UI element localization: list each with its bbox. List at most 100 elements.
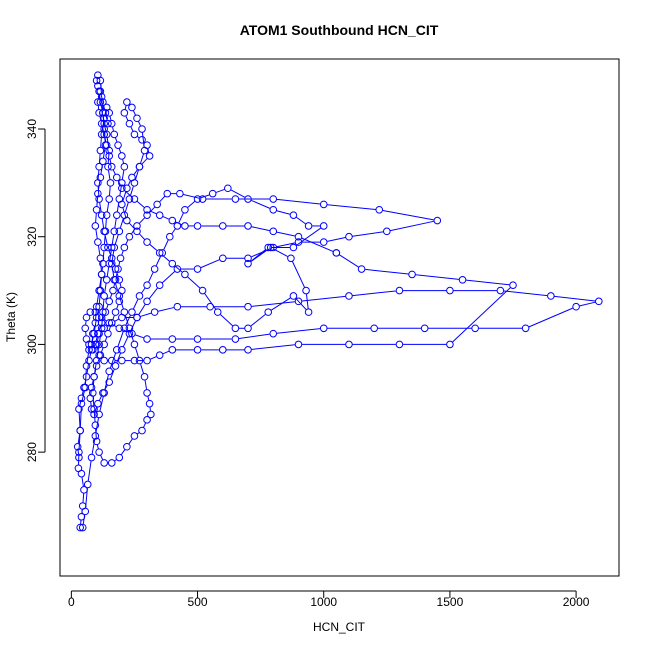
series-segment bbox=[270, 297, 291, 311]
series-segment bbox=[100, 94, 103, 99]
series-segment bbox=[124, 105, 127, 110]
data-point bbox=[165, 232, 174, 241]
data-point bbox=[115, 453, 124, 462]
axes: 0 500 1000 1500 2000 280 300 320 340 bbox=[25, 119, 590, 609]
series-segment bbox=[110, 369, 115, 379]
data-point bbox=[105, 152, 114, 160]
data-point bbox=[95, 351, 103, 359]
data-point bbox=[91, 308, 100, 316]
data-point bbox=[375, 205, 384, 214]
data-point bbox=[97, 270, 106, 279]
series-segment bbox=[296, 227, 322, 246]
series-segment bbox=[296, 216, 306, 225]
data-point bbox=[145, 399, 154, 408]
series-segment bbox=[104, 127, 107, 132]
data-point bbox=[218, 346, 227, 354]
data-point bbox=[208, 189, 217, 198]
data-point bbox=[269, 243, 278, 252]
data-point bbox=[289, 211, 298, 219]
data-point bbox=[77, 469, 86, 478]
data-point bbox=[155, 351, 164, 359]
data-point bbox=[231, 335, 240, 343]
series-segment bbox=[155, 255, 162, 266]
data-point bbox=[395, 340, 404, 349]
data-point bbox=[95, 448, 103, 456]
series-segment bbox=[104, 234, 108, 245]
data-point bbox=[150, 308, 159, 316]
data-point bbox=[143, 211, 151, 219]
data-point bbox=[115, 324, 124, 333]
series-segment bbox=[112, 169, 116, 175]
series-segment bbox=[100, 105, 103, 110]
series-segment bbox=[104, 384, 108, 391]
data-point bbox=[168, 346, 177, 354]
series-segment bbox=[121, 250, 124, 256]
series-segment bbox=[109, 116, 112, 121]
data-point bbox=[76, 523, 84, 532]
data-point bbox=[96, 98, 105, 106]
series-segment bbox=[114, 234, 119, 245]
series-segment bbox=[94, 320, 97, 331]
data-point bbox=[521, 324, 530, 333]
series-segment bbox=[96, 294, 100, 304]
series-segment bbox=[140, 312, 152, 317]
series-segment bbox=[114, 459, 117, 462]
data-point bbox=[107, 259, 116, 268]
data-point bbox=[91, 432, 100, 440]
data-point bbox=[266, 243, 275, 252]
data-point bbox=[106, 179, 115, 187]
data-point bbox=[95, 340, 103, 349]
series-segment bbox=[122, 191, 127, 202]
series-segment bbox=[104, 283, 107, 293]
data-point bbox=[95, 410, 103, 419]
series-segment bbox=[129, 186, 134, 196]
data-point bbox=[92, 340, 101, 349]
data-point bbox=[104, 243, 112, 252]
data-point bbox=[244, 195, 252, 203]
data-point bbox=[138, 426, 146, 435]
data-point bbox=[125, 195, 134, 203]
data-point bbox=[90, 410, 98, 419]
data-point bbox=[123, 184, 131, 193]
data-point bbox=[102, 276, 111, 284]
data-point bbox=[383, 227, 391, 236]
data-point bbox=[133, 313, 141, 322]
series-segment bbox=[115, 272, 118, 277]
data-point bbox=[176, 189, 184, 198]
data-point bbox=[287, 254, 295, 263]
series-segment bbox=[106, 304, 109, 309]
series-segment bbox=[171, 228, 176, 235]
series-segment bbox=[276, 231, 296, 237]
data-point bbox=[130, 356, 139, 365]
series-layer bbox=[73, 71, 603, 532]
data-point bbox=[118, 152, 126, 160]
data-point bbox=[269, 205, 278, 214]
data-point bbox=[80, 383, 88, 392]
data-point bbox=[408, 270, 416, 279]
series-segment bbox=[352, 290, 396, 297]
data-point bbox=[107, 162, 116, 171]
data-point bbox=[509, 281, 517, 289]
series-segment bbox=[273, 248, 288, 258]
data-point bbox=[446, 340, 454, 349]
data-point bbox=[73, 442, 82, 451]
data-point bbox=[114, 141, 122, 149]
series-segment bbox=[119, 218, 124, 229]
data-point bbox=[104, 119, 112, 128]
series-segment bbox=[97, 186, 100, 196]
data-point bbox=[140, 146, 149, 155]
series-segment bbox=[100, 137, 102, 148]
series-segment bbox=[95, 229, 98, 239]
data-point bbox=[135, 356, 144, 365]
series-segment bbox=[113, 283, 116, 288]
series-segment bbox=[111, 234, 115, 245]
series-segment bbox=[118, 261, 121, 266]
data-point bbox=[496, 286, 505, 295]
data-point bbox=[147, 410, 155, 419]
series-segment bbox=[174, 265, 183, 273]
data-point bbox=[138, 125, 146, 133]
data-point bbox=[133, 114, 141, 123]
data-point bbox=[107, 119, 116, 128]
data-point bbox=[289, 243, 298, 252]
data-point bbox=[87, 340, 96, 349]
